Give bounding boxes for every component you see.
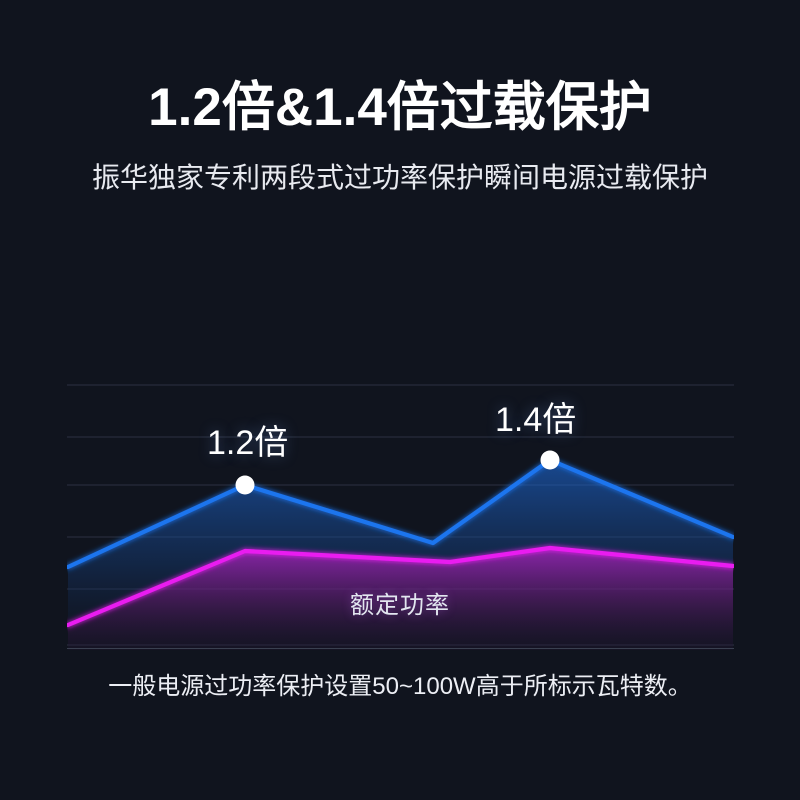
rated-area (68, 548, 733, 650)
peak-marker-1-4倍-icon (540, 450, 560, 470)
rated-line (67, 545, 734, 628)
chart-canvas (67, 384, 734, 650)
rated-power-series (67, 545, 734, 650)
caption-divider (67, 648, 734, 649)
page-title: 1.2倍&1.4倍过载保护 (148, 78, 652, 137)
footer-caption: 一般电源过功率保护设置50~100W高于所标示瓦特数。 (108, 673, 692, 700)
header: 1.2倍&1.4倍过载保护 振华独家专利两段式过功率保护瞬间电源过载保护 (0, 0, 800, 195)
overload-line (67, 457, 734, 570)
peak-markers (235, 450, 560, 495)
page-subtitle: 振华独家专利两段式过功率保护瞬间电源过载保护 (91, 161, 708, 193)
peak-label-1-4x: 1.4倍 (495, 401, 577, 439)
rated-power-label: 额定功率 (350, 592, 450, 619)
overload-protection-chart (67, 382, 734, 650)
peak-label-1-2x: 1.2倍 (207, 424, 289, 462)
peak-marker-1-2倍-icon (235, 475, 255, 495)
